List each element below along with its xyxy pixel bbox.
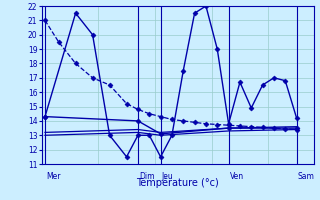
Text: Ven: Ven [230,172,244,181]
Text: Mer: Mer [46,172,60,181]
Text: Jeu: Jeu [162,172,173,181]
Text: Sam: Sam [298,172,315,181]
Text: Dim: Dim [139,172,155,181]
X-axis label: Température (°c): Température (°c) [136,178,219,188]
